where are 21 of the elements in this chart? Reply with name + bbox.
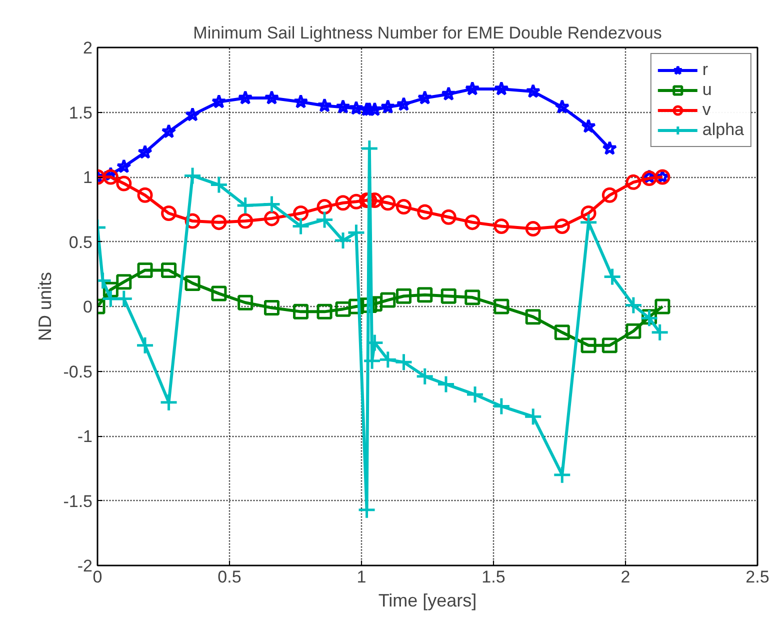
x-tick-label: 0.5 [218,568,242,586]
y-tick-label: 0.5 [68,232,93,252]
y-tick-label: -1.5 [63,492,93,511]
y-tick-label: 2 [83,38,93,58]
y-tick-label: -1 [77,427,93,446]
y-tick-label: 1 [83,168,93,187]
y-tick-label: -2 [77,556,93,576]
y-tick-label: 1.5 [68,103,93,122]
x-tick-label: 1 [356,568,366,586]
legend-label: v [702,100,712,120]
x-tick-label: 2 [620,568,630,586]
x-tick-label: 2.5 [746,568,770,586]
legend-label: r [702,60,710,80]
y-tick-label: -0.5 [63,362,93,382]
y-tick-label: 0 [83,298,93,316]
x-axis-title: Time [years] [378,590,477,610]
legend-label: alpha [702,120,744,140]
x-tick-label: 1.5 [482,568,506,586]
chart-title: Minimum Sail Lightness Number for EME Double Rendezvous [193,24,662,42]
y-axis-title: ND units [35,272,56,342]
legend-label: u [702,80,713,100]
